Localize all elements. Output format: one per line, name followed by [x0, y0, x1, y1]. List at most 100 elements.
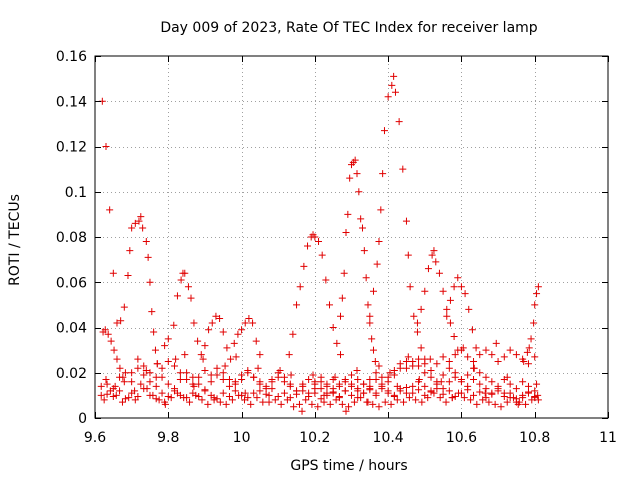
data-point: [381, 398, 389, 406]
data-point: [345, 403, 353, 411]
data-point: [126, 247, 134, 255]
data-point: [234, 330, 242, 338]
data-point: [135, 217, 143, 225]
data-point: [290, 403, 298, 411]
data-point: [531, 394, 539, 402]
data-point: [377, 206, 385, 214]
data-point: [293, 387, 301, 395]
data-point: [357, 215, 365, 223]
data-point: [412, 396, 420, 404]
data-point: [427, 387, 435, 395]
data-point: [390, 371, 398, 379]
data-point: [524, 382, 532, 390]
data-point: [494, 385, 502, 393]
data-point: [402, 389, 410, 397]
data-point: [195, 373, 203, 381]
data-point: [131, 396, 139, 404]
data-point: [500, 389, 508, 397]
data-point: [341, 387, 349, 395]
data-point: [497, 403, 505, 411]
data-point: [259, 398, 267, 406]
data-point: [340, 269, 348, 277]
data-point: [393, 382, 401, 390]
data-point: [432, 258, 440, 266]
x-tick-label: 9.8: [157, 430, 179, 446]
data-point: [146, 278, 154, 286]
data-point: [265, 391, 273, 399]
data-point: [186, 398, 194, 406]
data-point: [378, 373, 386, 381]
data-point: [103, 390, 111, 398]
data-point: [531, 353, 539, 361]
data-point: [358, 224, 366, 232]
data-point: [183, 369, 191, 377]
data-point: [514, 400, 522, 408]
data-point: [427, 366, 435, 374]
data-point: [102, 376, 110, 384]
data-point: [364, 301, 372, 309]
data-point: [152, 373, 160, 381]
data-point: [144, 253, 152, 261]
data-point: [503, 398, 511, 406]
data-point: [390, 391, 398, 399]
data-point: [216, 314, 224, 322]
data-point: [120, 378, 128, 386]
data-point: [506, 394, 514, 402]
data-point: [142, 366, 150, 374]
data-point: [131, 219, 139, 227]
data-point: [197, 351, 205, 359]
data-point: [443, 305, 451, 313]
data-point: [225, 393, 233, 401]
data-point: [448, 394, 456, 402]
data-point: [482, 385, 490, 393]
data-point: [344, 210, 352, 218]
data-point: [244, 369, 252, 377]
y-tick-label: 0.08: [56, 230, 87, 246]
data-point: [461, 290, 469, 298]
data-point: [468, 326, 476, 334]
data-point: [249, 319, 257, 327]
data-point: [342, 407, 350, 415]
data-point: [219, 389, 227, 397]
data-point: [207, 378, 215, 386]
data-point: [207, 371, 215, 379]
data-point: [161, 398, 169, 406]
data-point: [405, 394, 413, 402]
data-point: [219, 328, 227, 336]
data-point: [522, 400, 530, 408]
data-point: [201, 366, 209, 374]
data-point: [459, 344, 467, 352]
data-point: [435, 269, 443, 277]
data-point: [333, 339, 341, 347]
data-point: [101, 326, 109, 334]
data-point: [97, 391, 105, 399]
data-point: [305, 376, 313, 384]
data-point: [460, 394, 468, 402]
data-point: [386, 369, 394, 377]
data-point: [388, 81, 396, 89]
data-point: [180, 394, 188, 402]
data-point: [482, 373, 490, 381]
data-point: [318, 251, 326, 259]
y-tick-label: 0.14: [56, 94, 87, 110]
data-point: [362, 274, 370, 282]
data-point: [320, 391, 328, 399]
data-point: [317, 373, 325, 381]
data-point: [164, 380, 172, 388]
data-point: [364, 398, 372, 406]
data-point: [308, 400, 316, 408]
data-point: [439, 385, 447, 393]
data-point: [415, 376, 423, 384]
data-point: [465, 305, 473, 313]
data-point: [415, 355, 423, 363]
data-point: [201, 387, 209, 395]
data-point: [171, 385, 179, 393]
data-point: [204, 400, 212, 408]
data-point: [137, 213, 145, 221]
data-point: [293, 301, 301, 309]
data-point: [470, 357, 478, 365]
data-point: [189, 373, 197, 381]
data-point: [402, 217, 410, 225]
data-point: [464, 371, 472, 379]
